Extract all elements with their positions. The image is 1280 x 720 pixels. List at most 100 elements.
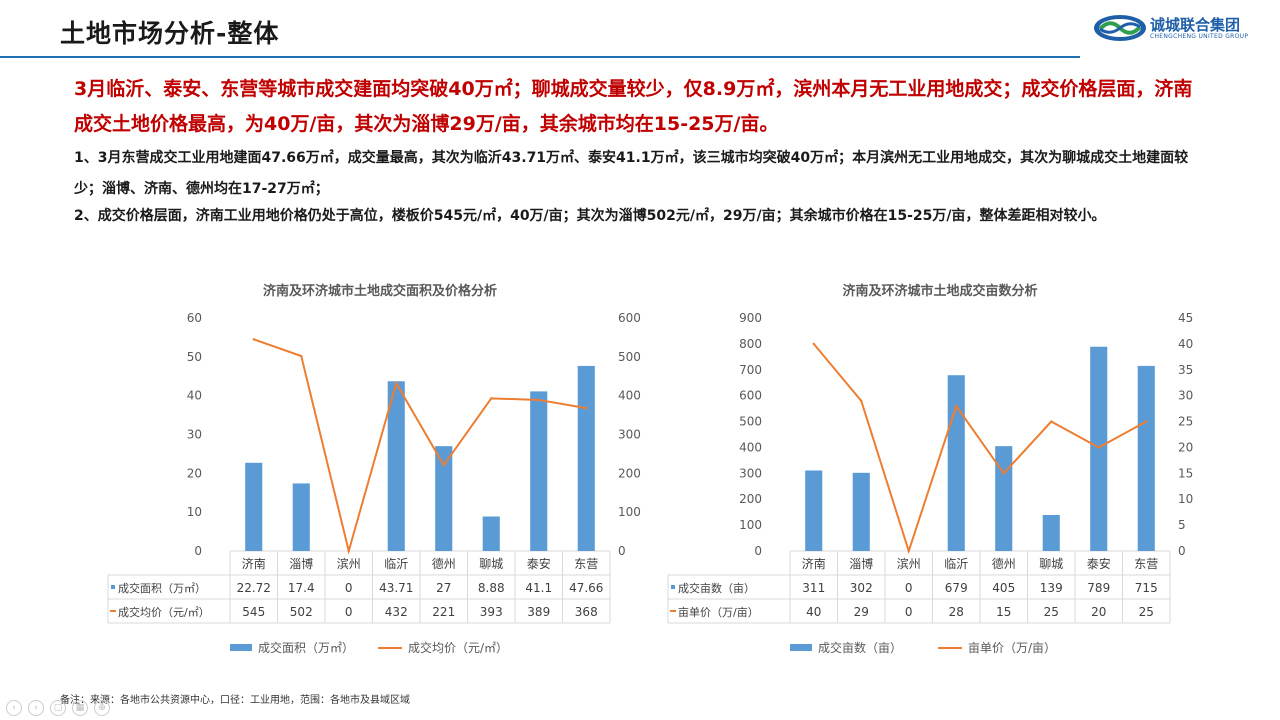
table-key-bar bbox=[111, 585, 115, 589]
line-point bbox=[442, 463, 445, 467]
line-point bbox=[585, 406, 588, 410]
bar bbox=[852, 472, 870, 551]
category-label: 济南 bbox=[802, 556, 826, 571]
bar bbox=[530, 391, 548, 551]
summary-point-2: 2、成交价格层面，济南工业用地价格仍处于高位，楼板价545元/㎡，40万/亩；其… bbox=[74, 208, 1106, 224]
line-point bbox=[907, 549, 910, 553]
y2-axis-tick-label: 0 bbox=[1178, 544, 1186, 558]
category-label: 东营 bbox=[1134, 557, 1158, 571]
chart-title: 济南及环济城市土地成交亩数分析 bbox=[842, 283, 1037, 299]
y-axis-tick-label: 900 bbox=[739, 311, 762, 325]
y2-axis-tick-label: 100 bbox=[618, 505, 641, 519]
category-label: 德州 bbox=[992, 556, 1016, 571]
table-value-bar: 17.4 bbox=[288, 581, 315, 595]
table-value-line: 545 bbox=[242, 605, 265, 619]
y2-axis-tick-label: 35 bbox=[1178, 363, 1193, 377]
footnote: 备注：来源：各地市公共资源中心，口径：工业用地，范围：各地市及县域区域 bbox=[60, 695, 410, 706]
line-point bbox=[537, 398, 540, 402]
table-value-bar: 27 bbox=[436, 581, 451, 595]
legend-key-bar bbox=[790, 644, 812, 651]
line-point bbox=[1050, 420, 1053, 423]
y-axis-tick-label: 600 bbox=[739, 389, 762, 403]
table-key-bar bbox=[671, 585, 675, 589]
table-value-line: 20 bbox=[1091, 605, 1106, 619]
line-point bbox=[1145, 420, 1148, 423]
category-label: 临沂 bbox=[944, 557, 968, 571]
y-axis-tick-label: 50 bbox=[187, 350, 202, 364]
line-point bbox=[1097, 446, 1100, 449]
legend-label: 成交均价（元/㎡） bbox=[408, 640, 508, 655]
y-axis-tick-label: 500 bbox=[739, 415, 762, 429]
bar bbox=[245, 462, 263, 551]
table-value-line: 29 bbox=[854, 605, 869, 619]
legend-label: 成交亩数（亩） bbox=[818, 640, 902, 655]
bar bbox=[995, 446, 1013, 551]
table-value-line: 28 bbox=[949, 605, 964, 619]
table-value-line: 0 bbox=[345, 605, 353, 619]
chart-title: 济南及环济城市土地成交面积及价格分析 bbox=[263, 283, 497, 299]
bar bbox=[482, 516, 500, 551]
table-row-header: 成交面积（万㎡） bbox=[118, 581, 206, 595]
y2-axis-tick-label: 15 bbox=[1178, 466, 1193, 480]
legend-label: 成交面积（万㎡） bbox=[258, 640, 354, 655]
y2-axis-tick-label: 10 bbox=[1178, 492, 1193, 506]
prev-icon[interactable]: ‹ bbox=[6, 700, 22, 716]
acreage-price-chart: 济南及环济城市土地成交亩数分析 0 100 200 300 400 500 600 700 800… bbox=[650, 276, 1210, 666]
bar bbox=[1042, 515, 1060, 551]
category-label: 滨州 bbox=[337, 556, 361, 571]
bar bbox=[947, 375, 965, 551]
table-row-header: 亩单价（万/亩） bbox=[678, 605, 759, 619]
y2-axis-tick-label: 20 bbox=[1178, 440, 1193, 454]
logo-english-name: CHENGCHENG UNITED GROUP bbox=[1150, 33, 1249, 40]
table-value-bar: 311 bbox=[802, 581, 825, 595]
y2-axis-tick-label: 25 bbox=[1178, 415, 1193, 429]
bar bbox=[805, 470, 823, 551]
y-axis-tick-label: 20 bbox=[187, 466, 202, 480]
table-value-bar: 47.66 bbox=[569, 581, 603, 595]
y-axis-tick-label: 0 bbox=[754, 544, 762, 558]
logo-emblem-icon bbox=[1094, 15, 1146, 41]
line-point bbox=[955, 404, 958, 408]
zoom-icon[interactable]: ⊕ bbox=[94, 700, 110, 716]
table-row-header: 成交亩数（亩） bbox=[678, 581, 755, 595]
y2-axis-tick-label: 400 bbox=[618, 389, 641, 403]
line-series bbox=[253, 338, 587, 555]
table-value-line: 368 bbox=[575, 605, 598, 619]
line-point bbox=[300, 354, 303, 358]
line-series bbox=[812, 343, 1147, 555]
y2-axis-tick-label: 0 bbox=[618, 544, 626, 558]
y-axis-tick-label: 300 bbox=[739, 466, 762, 480]
y2-axis-tick-label: 30 bbox=[1178, 389, 1193, 403]
line-point bbox=[252, 338, 255, 341]
table-value-line: 15 bbox=[996, 605, 1011, 619]
copy-icon[interactable]: ▢ bbox=[50, 700, 66, 716]
bar bbox=[435, 446, 453, 551]
table-value-line: 0 bbox=[905, 605, 913, 619]
grid-icon[interactable]: ▦ bbox=[72, 700, 88, 716]
category-label: 泰安 bbox=[527, 556, 551, 571]
table-value-bar: 41.1 bbox=[525, 581, 552, 595]
bar bbox=[577, 365, 595, 551]
table-value-bar: 8.88 bbox=[478, 581, 505, 595]
line-point bbox=[1002, 472, 1005, 475]
summary-point-1: 1、3月东营成交工业用地建面47.66万㎡，成交量最高，其次为临沂43.71万㎡… bbox=[74, 150, 1189, 197]
y-axis-tick-label: 40 bbox=[187, 389, 202, 403]
table-value-line: 389 bbox=[527, 605, 550, 619]
table-row-header: 成交均价（元/㎡） bbox=[118, 605, 210, 619]
y2-axis-tick-label: 45 bbox=[1178, 311, 1193, 325]
category-label: 临沂 bbox=[384, 557, 408, 571]
y-axis-tick-label: 60 bbox=[187, 311, 202, 325]
table-value-line: 25 bbox=[1044, 605, 1059, 619]
y-axis-tick-label: 30 bbox=[187, 428, 202, 442]
y-axis-tick-label: 200 bbox=[739, 492, 762, 506]
next-icon[interactable]: › bbox=[28, 700, 44, 716]
bar bbox=[292, 483, 310, 551]
bar bbox=[1090, 346, 1108, 551]
line-point bbox=[812, 342, 815, 346]
bar bbox=[387, 381, 405, 551]
table-value-bar: 789 bbox=[1087, 581, 1110, 595]
category-label: 济南 bbox=[242, 556, 266, 571]
category-label: 淄博 bbox=[849, 556, 873, 571]
summary-headline: 3月临沂、泰安、东营等城市成交建面均突破40万㎡；聊城成交量较少，仅8.9万㎡，… bbox=[74, 78, 1193, 135]
line-point bbox=[490, 397, 493, 400]
